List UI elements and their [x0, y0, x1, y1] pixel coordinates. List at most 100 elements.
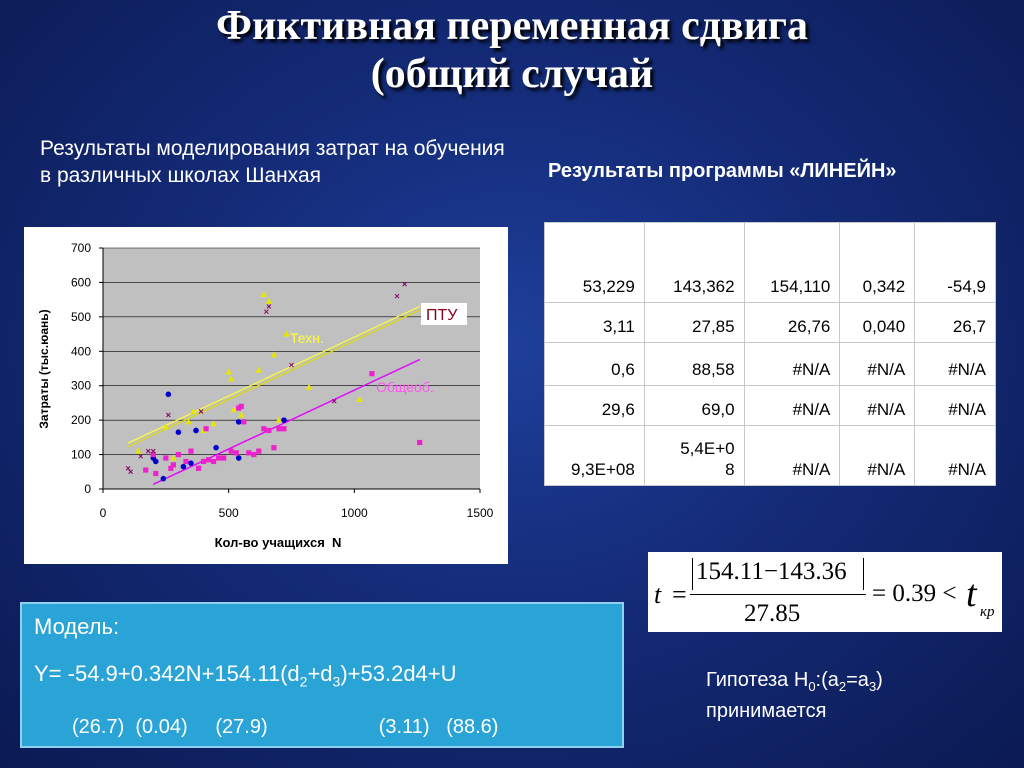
data-point-square: [175, 451, 181, 458]
y-tick-label: 500: [71, 310, 91, 324]
table-cell: #N/A: [743, 424, 841, 487]
table-cell: 26,76: [743, 301, 841, 344]
data-point-square: [210, 458, 217, 465]
eq-sub-1: 2: [299, 673, 308, 690]
x-stroke: [150, 448, 156, 454]
y-axis-label: Затраты (тыс.юань): [37, 309, 51, 428]
x-tick-label: 500: [219, 506, 239, 520]
data-point-circle: [188, 460, 194, 466]
data-point-square: [200, 458, 207, 465]
x-stroke: [264, 309, 269, 315]
y-tick-label: 0: [84, 482, 91, 496]
formula-result: = 0.39 <: [872, 580, 957, 607]
table-cell: 69,0: [643, 385, 745, 426]
x-stroke: [145, 448, 151, 454]
x-stroke: [402, 281, 407, 287]
table-cell: 3,11: [544, 301, 645, 344]
linest-results-table: 53,229 143,362 154,110 0,342 -54,9 3,11 27,85 2…: [544, 222, 996, 487]
hyp-sub-3: 3: [868, 679, 877, 694]
data-point-square: [246, 450, 252, 456]
data-point-triangle: [225, 368, 232, 375]
data-point-square: [417, 439, 423, 446]
table-cell: #N/A: [839, 342, 916, 387]
table-cell: -54,9: [914, 222, 996, 303]
data-point-triangle: [275, 416, 283, 423]
data-point-x: [125, 465, 131, 471]
data-point-square: [266, 427, 272, 434]
data-point-triangle: [265, 297, 273, 304]
formula-fraction-bar: [690, 594, 866, 595]
data-point-circle: [180, 463, 187, 470]
data-point-circle: [160, 475, 167, 482]
x-tick-label: 0: [100, 506, 107, 520]
hypothesis-line-1: Гипотеза H0:(a2=a3): [706, 668, 1006, 699]
data-point-x: [198, 409, 204, 414]
data-point-square: [188, 448, 194, 454]
data-point-triangle: [255, 366, 263, 373]
data-point-triangle: [162, 423, 170, 430]
table-cell: #N/A: [743, 385, 841, 426]
data-point-x: [165, 412, 171, 418]
table-cell: 26,7: [914, 301, 996, 344]
model-equation: Y= -54.9+0.342N+154.11(d2+d3)+53.2d4+U: [34, 661, 457, 689]
formula-denominator: 27.85: [744, 600, 801, 627]
data-point-x: [394, 293, 400, 299]
x-stroke: [165, 412, 171, 418]
data-point-square: [216, 455, 222, 461]
x-stroke: [125, 465, 131, 471]
data-point-triangle: [283, 330, 290, 337]
table-row: 0,6 88,58 #N/A #N/A #N/A: [544, 342, 996, 387]
data-point-x: [331, 398, 337, 404]
data-point-triangle: [230, 406, 237, 413]
data-point-square: [153, 470, 159, 477]
slide-title: Фиктивная переменная сдвига (общий случа…: [0, 2, 1024, 98]
y-tick-label: 400: [71, 344, 91, 358]
x-stroke: [289, 362, 294, 368]
data-point-square: [256, 448, 262, 454]
data-point-square: [203, 426, 209, 432]
title-line-1: Фиктивная переменная сдвига: [216, 3, 808, 49]
table-cell: 0,6: [544, 342, 645, 387]
table-row: 29,6 69,0 #N/A #N/A #N/A: [544, 385, 996, 426]
hyp-before: Гипотеза H: [706, 669, 809, 691]
model-std-errors: (26.7) (0.04) (27.9) (3.11) (88.6): [72, 716, 499, 738]
data-point-x: [266, 304, 272, 309]
data-point-circle: [152, 458, 159, 465]
data-point-square: [369, 371, 375, 377]
data-point-square: [238, 403, 244, 409]
x-stroke: [138, 453, 144, 459]
regression-line: [127, 309, 420, 448]
data-point-triangle: [210, 420, 217, 427]
data-point-circle: [175, 429, 182, 435]
annotation-ptu: ПТУ: [426, 307, 458, 324]
regression-line: [153, 358, 420, 485]
formula-numerator: 154.11−143.36: [696, 558, 847, 585]
plot-area: [103, 248, 480, 489]
formula-tcrit-sub: кр: [980, 604, 995, 620]
x-axis-label: Кол-во учащихся N: [215, 535, 342, 550]
data-point-triangle: [305, 383, 313, 390]
chart-svg: 0 100 200 300 400 500 600 700 0 500 1000 1500 Затра…: [37, 241, 494, 550]
data-point-x: [138, 453, 144, 459]
data-point-square: [183, 458, 189, 465]
data-point-triangle: [227, 375, 235, 382]
data-point-triangle: [356, 395, 363, 402]
eq-part-2: +d: [307, 661, 333, 686]
table-cell: #N/A: [839, 385, 916, 426]
data-points: [125, 281, 423, 482]
hyp-sub-2: 2: [838, 679, 847, 694]
data-point-triangle: [134, 447, 142, 454]
y-tick-label: 100: [71, 448, 91, 462]
eq-part-1: Y= -54.9+0.342N+154.11(d: [34, 661, 300, 686]
data-point-square: [241, 419, 247, 425]
hyp-end: ): [876, 669, 883, 691]
axis-ticks: 0 100 200 300 400 500 600 700 0 500 1000 1500: [71, 241, 494, 520]
data-point-triangle: [270, 351, 278, 358]
data-point-x: [402, 281, 407, 287]
annotation-tech: Техн.: [290, 330, 324, 346]
hyp-mid-1: :(a: [815, 669, 839, 691]
data-point-square: [150, 451, 156, 458]
table-cell: 9,3E+08: [544, 424, 645, 487]
data-point-square: [143, 467, 149, 473]
data-point-square: [233, 450, 239, 456]
